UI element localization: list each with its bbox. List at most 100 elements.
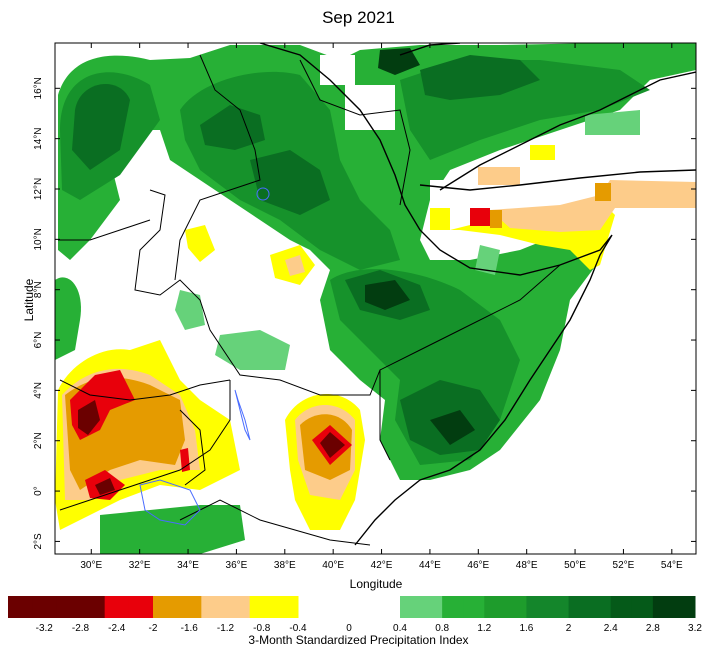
dry-tan-small — [285, 255, 305, 276]
border-5 — [179, 499, 371, 546]
wet-dark-1 — [72, 83, 130, 170]
dry-dark-west-1 — [78, 400, 100, 435]
legend-tick-label: 2.4 — [604, 623, 618, 634]
longitude-axis: 30°E 32°E 34°E 36°E 38°E 40°E 42°E 44°E 46°E 48°E… — [80, 43, 683, 571]
legend-swatch-wet — [589, 596, 612, 618]
dry-yellow-box — [430, 208, 445, 230]
lon-tick-label: 36°E — [226, 560, 248, 571]
legend-tick-label: -0.8 — [253, 623, 271, 634]
legend-tick-label: 0.4 — [393, 623, 407, 634]
legend-swatch-dry — [273, 596, 299, 618]
wet-darkest-2 — [378, 48, 420, 75]
border-3 — [59, 379, 231, 401]
y-axis-label: Latitude — [22, 278, 36, 321]
legend-swatch-dry — [32, 596, 57, 618]
legend-title: 3-Month Standardized Precipitation Index — [248, 633, 469, 647]
border-4 — [179, 409, 206, 486]
wet-light-4 — [585, 110, 640, 135]
lon-tick-label: 38°E — [274, 560, 296, 571]
legend-swatch-wet — [652, 596, 675, 618]
dry-horn-yellow-2 — [530, 145, 555, 160]
legend-swatch-wet — [526, 596, 548, 618]
legend-swatch-dry — [8, 596, 33, 618]
spi-field — [55, 43, 696, 554]
legend-swatch-dry — [225, 596, 251, 618]
dry-red-west-3 — [180, 448, 190, 472]
lat-tick-label: 8°N — [33, 281, 44, 298]
legend-tick-label: 0.8 — [435, 623, 449, 634]
lon-tick-label: 42°E — [371, 560, 393, 571]
legend-swatch-wet — [631, 596, 654, 618]
water-bodies — [139, 187, 270, 526]
legend-swatch-dry — [177, 596, 202, 618]
dry-dark-west-2 — [95, 478, 115, 495]
legend-swatch-dry — [104, 596, 130, 618]
wet-dark-2 — [200, 105, 265, 150]
legend-tick-label: 2 — [566, 623, 572, 634]
lon-tick-label: 50°E — [564, 560, 586, 571]
lat-tick-label: 10°N — [33, 228, 44, 250]
wet-light-1 — [215, 330, 290, 370]
dry-horn-orange-1 — [595, 183, 611, 201]
lat-tick-label: 2°N — [33, 432, 44, 449]
legend-tick-label: 1.6 — [519, 623, 533, 634]
dry-horn-red — [470, 208, 490, 226]
x-axis-label: Longitude — [350, 577, 403, 591]
lon-tick-label: 54°E — [661, 560, 683, 571]
lat-tick-label: 0° — [33, 486, 44, 496]
lon-tick-label: 46°E — [467, 560, 489, 571]
borders — [58, 43, 696, 546]
lon-tick-label: 40°E — [322, 560, 344, 571]
legend-swatch-dry — [56, 596, 81, 618]
wet-darkest-3 — [430, 410, 475, 445]
legend-tick-label: -2.8 — [72, 623, 90, 634]
legend-swatch-dry — [153, 596, 178, 618]
lake-turkana — [234, 389, 251, 441]
border-1 — [134, 189, 561, 396]
border-2 — [59, 380, 231, 511]
map-frame — [54, 42, 697, 555]
legend-tick-label: -3.2 — [36, 623, 54, 634]
chart-title: Sep 2021 — [322, 8, 395, 27]
legend-swatch-wet — [400, 596, 422, 618]
legend-tick-label: 3.2 — [688, 623, 702, 634]
lon-tick-label: 44°E — [419, 560, 441, 571]
dry-horn-orange-2 — [490, 210, 502, 228]
dry-horn-tan-2 — [478, 167, 520, 185]
legend-tick-label: -2 — [149, 623, 158, 634]
border-7 — [379, 370, 391, 461]
lon-tick-label: 32°E — [129, 560, 151, 571]
legend-swatch-dry — [80, 596, 106, 618]
wet-region-west — [55, 277, 81, 360]
dry-dark-east — [320, 432, 345, 458]
wet-dark-3 — [250, 150, 330, 215]
legend-swatch-dry — [249, 596, 275, 618]
wet-light-3 — [475, 245, 500, 275]
lat-tick-label: 6°N — [33, 332, 44, 349]
coastline-red-sea — [259, 43, 613, 546]
border-6 — [174, 54, 261, 281]
lon-tick-label: 48°E — [516, 560, 538, 571]
legend-swatch-wet — [610, 596, 633, 618]
lake-tana — [256, 187, 270, 201]
legend-tick-label: 0 — [346, 623, 352, 634]
lat-tick-label: 14°N — [33, 127, 44, 149]
dry-yellow-small-1 — [185, 225, 215, 262]
wet-dark-4 — [420, 55, 540, 100]
legend-swatch-wet — [463, 596, 485, 618]
legend-tick-label: -2.4 — [108, 623, 126, 634]
legend-tick-label: -1.2 — [217, 623, 235, 634]
missing-patch-1 — [345, 85, 395, 130]
lon-tick-label: 30°E — [80, 560, 102, 571]
legend-tick-label: -0.4 — [289, 623, 307, 634]
lat-tick-label: 4°N — [33, 382, 44, 399]
missing-patch-2 — [320, 55, 355, 85]
lat-tick-label: 12°N — [33, 178, 44, 200]
border-9 — [299, 59, 411, 206]
legend-swatch-wet — [547, 596, 570, 618]
lon-tick-label: 52°E — [613, 560, 635, 571]
legend-swatch-dry — [201, 596, 226, 618]
legend-swatch-dry — [128, 596, 154, 618]
wet-region-south — [100, 505, 245, 554]
